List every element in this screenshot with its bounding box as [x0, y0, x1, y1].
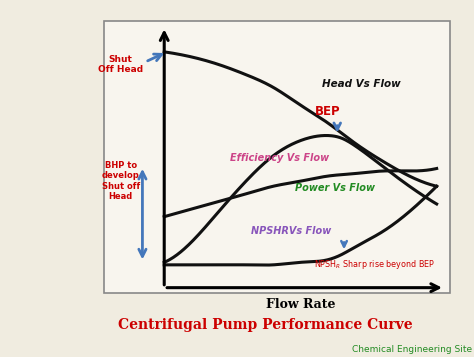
Text: BHP to
develop
Shut off
Head: BHP to develop Shut off Head	[101, 161, 140, 201]
Text: NPSHRVs Flow: NPSHRVs Flow	[251, 226, 332, 236]
Text: Efficiency Vs Flow: Efficiency Vs Flow	[229, 153, 329, 163]
Text: Centrifugal Pump Performance Curve: Centrifugal Pump Performance Curve	[118, 318, 413, 332]
Text: Shut
Off Head: Shut Off Head	[98, 55, 143, 74]
Text: Head Vs Flow: Head Vs Flow	[322, 79, 401, 89]
Text: Power Vs Flow: Power Vs Flow	[295, 183, 375, 193]
Text: Chemical Engineering Site: Chemical Engineering Site	[352, 345, 473, 355]
Text: Flow Rate: Flow Rate	[266, 298, 335, 311]
Text: BEP: BEP	[315, 105, 340, 118]
Text: NPSH$_R$ Sharp rise beyond BEP: NPSH$_R$ Sharp rise beyond BEP	[314, 258, 435, 271]
